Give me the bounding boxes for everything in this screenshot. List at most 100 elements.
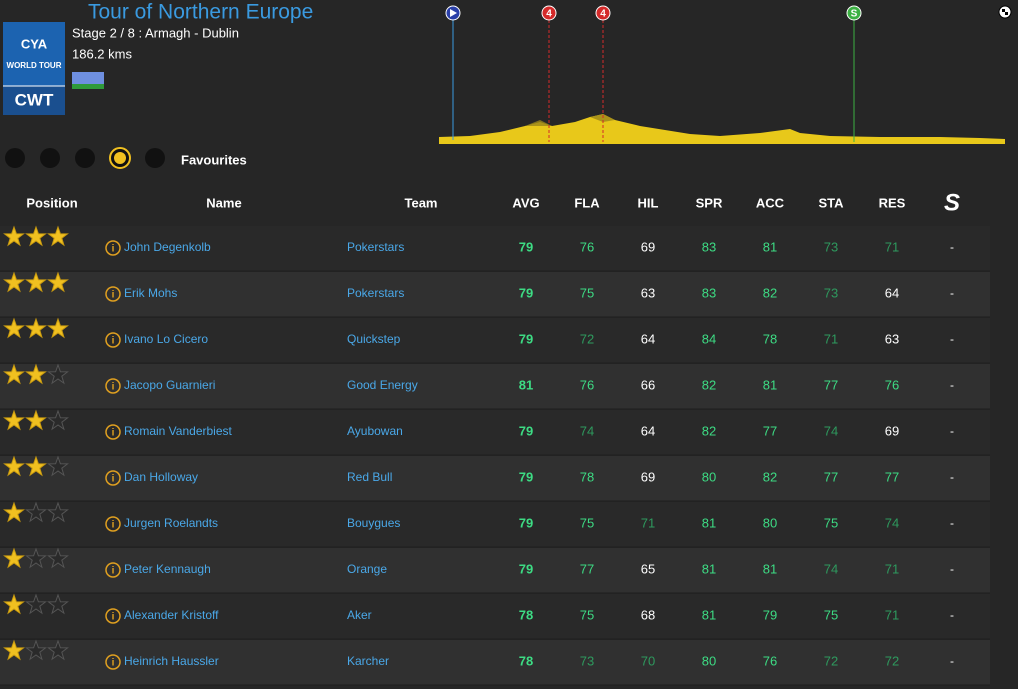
star (25, 547, 47, 569)
star (25, 593, 47, 615)
stat: 68 (641, 607, 655, 622)
row (0, 410, 990, 455)
stat: 83 (702, 239, 716, 254)
column-header: STA (818, 195, 844, 210)
team-name[interactable]: Orange (347, 562, 387, 576)
team-name[interactable]: Pokerstars (347, 286, 404, 300)
column-header: Name (206, 195, 241, 210)
column-header: RES (879, 195, 906, 210)
info-i: i (112, 520, 115, 531)
rider-name[interactable]: Erik Mohs (124, 286, 177, 300)
rider-name[interactable]: Peter Kennaugh (124, 562, 211, 576)
stat: 81 (702, 561, 716, 576)
team-name[interactable]: Karcher (347, 654, 389, 668)
info-icon[interactable] (105, 240, 121, 256)
info-icon[interactable] (105, 654, 121, 670)
stat: 75 (824, 515, 838, 530)
star (25, 225, 47, 247)
stat: 81 (763, 377, 777, 392)
stat: 71 (885, 607, 899, 622)
info-icon[interactable] (105, 470, 121, 486)
team-name[interactable]: Good Energy (347, 378, 418, 392)
stars (3, 501, 69, 523)
info-icon[interactable] (105, 562, 121, 578)
star (25, 317, 47, 339)
stat: 75 (580, 285, 594, 300)
marker (595, 5, 611, 21)
stat: 69 (641, 239, 655, 254)
star (25, 639, 47, 661)
star (3, 409, 25, 431)
stat: 77 (763, 423, 777, 438)
team-name[interactable]: Red Bull (347, 470, 392, 484)
star (47, 225, 69, 247)
star (3, 501, 25, 523)
stars (3, 317, 69, 339)
stat: 74 (824, 423, 838, 438)
rider-name[interactable]: Heinrich Haussler (124, 654, 219, 668)
avg: 79 (519, 239, 533, 254)
stat: 69 (885, 423, 899, 438)
stat: 73 (824, 239, 838, 254)
row (0, 226, 990, 271)
team-name[interactable]: Ayubowan (347, 424, 403, 438)
rider-name[interactable]: Jurgen Roelandts (124, 516, 218, 530)
avg: 79 (519, 423, 533, 438)
team-name[interactable]: Quickstep (347, 332, 401, 346)
stat: 82 (702, 423, 716, 438)
info-icon[interactable] (105, 332, 121, 348)
tab[interactable] (40, 148, 60, 168)
stat: 77 (885, 469, 899, 484)
distance: 186.2 kms (72, 46, 132, 61)
stat: 69 (641, 469, 655, 484)
stars (3, 271, 69, 293)
marker-label: 4 (546, 9, 552, 20)
info-icon[interactable] (105, 516, 121, 532)
tab[interactable] (145, 148, 165, 168)
rider-name[interactable]: Jacopo Guarnieri (124, 378, 215, 392)
info-icon[interactable] (105, 608, 121, 624)
info-i: i (112, 244, 115, 255)
rider-name[interactable]: Ivano Lo Cicero (124, 332, 208, 346)
column-header: Team (405, 195, 438, 210)
star (3, 225, 25, 247)
column-header: AVG (512, 195, 539, 210)
star (3, 547, 25, 569)
marker-label: S (851, 9, 858, 20)
info-icon[interactable] (105, 286, 121, 302)
sprint-value: - (950, 562, 954, 576)
rider-name[interactable]: Romain Vanderbiest (124, 424, 233, 438)
avg: 78 (519, 607, 533, 622)
stat: 82 (763, 285, 777, 300)
logo-top: CYA (21, 36, 48, 51)
info-icon[interactable] (105, 378, 121, 394)
row (0, 364, 990, 409)
avg: 79 (519, 331, 533, 346)
team-name[interactable]: Bouygues (347, 516, 400, 530)
team-name[interactable]: Pokerstars (347, 240, 404, 254)
rider-name[interactable]: John Degenkolb (124, 240, 211, 254)
star (25, 501, 47, 523)
star (3, 363, 25, 385)
column-header: Position (26, 195, 77, 210)
marker (541, 5, 557, 21)
star (3, 593, 25, 615)
stat: 82 (702, 377, 716, 392)
stat: 80 (763, 515, 777, 530)
stars (3, 363, 69, 385)
row (0, 318, 990, 363)
team-name[interactable]: Aker (347, 608, 372, 622)
star (25, 363, 47, 385)
race-title: Tour of Northern Europe (88, 1, 313, 24)
stat: 70 (641, 653, 655, 668)
stat: 73 (580, 653, 594, 668)
stat: 75 (824, 607, 838, 622)
rider-name[interactable]: Dan Holloway (124, 470, 198, 484)
row (0, 456, 990, 501)
tab[interactable] (5, 148, 25, 168)
star (47, 455, 69, 477)
rider-name[interactable]: Alexander Kristoff (124, 608, 219, 622)
profile (439, 5, 1012, 144)
info-icon[interactable] (105, 424, 121, 440)
tab[interactable] (75, 148, 95, 168)
